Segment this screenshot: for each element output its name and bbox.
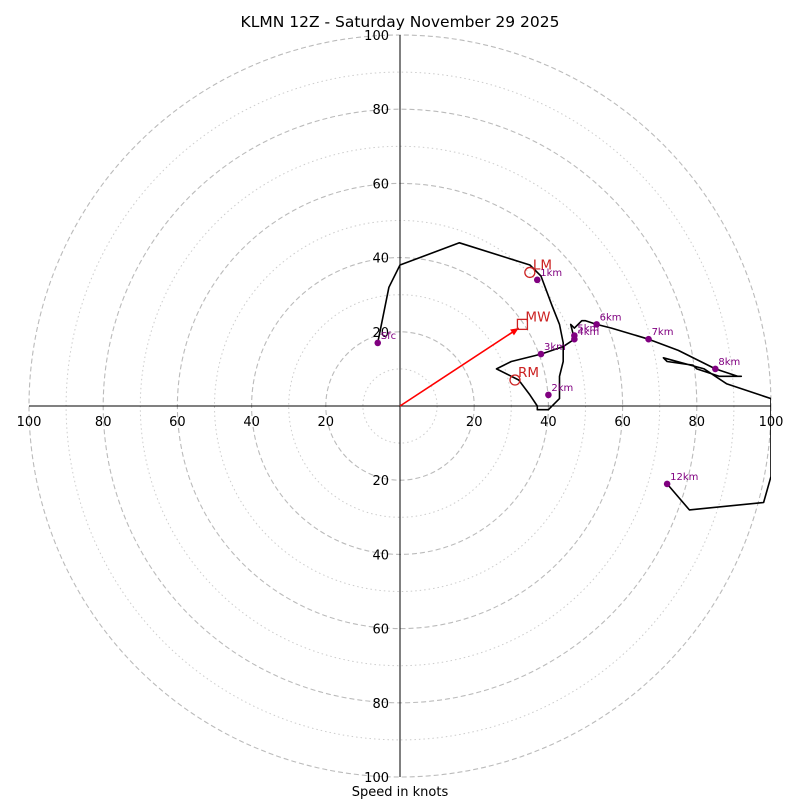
mean-wind-vector-line bbox=[399, 327, 520, 407]
mean-wind-vector-arrowhead bbox=[510, 328, 519, 336]
y-tick-label-bottom: 80 bbox=[372, 697, 389, 712]
height-marker-label: 8km bbox=[718, 357, 740, 368]
height-marker-dot bbox=[645, 335, 652, 343]
storm-marker-square bbox=[516, 318, 529, 331]
mean-wind-vector bbox=[399, 327, 520, 407]
storm-motion-markers: LM MW RM bbox=[509, 257, 552, 386]
wind-trace-line bbox=[376, 242, 771, 511]
wind-trace bbox=[376, 242, 771, 511]
x-tick-label-right: 20 bbox=[466, 415, 483, 430]
height-marker-dot bbox=[712, 365, 719, 373]
height-marker-label: Sfc bbox=[381, 331, 396, 342]
y-tick-label-top: 60 bbox=[372, 177, 389, 192]
height-marker-label: 1km bbox=[540, 268, 562, 279]
y-tick-label-top: 100 bbox=[364, 29, 389, 44]
storm-marker-label: LM bbox=[533, 257, 552, 273]
x-tick-label-left: 40 bbox=[243, 415, 260, 430]
height-marker-label: 5km bbox=[577, 324, 599, 335]
height-marker-dot bbox=[533, 276, 541, 284]
height-marker-dot bbox=[571, 332, 578, 339]
x-tick-label-left: 60 bbox=[169, 415, 186, 430]
x-tick-label-right: 60 bbox=[614, 415, 631, 430]
storm-marker-label: MW bbox=[525, 309, 550, 325]
storm-marker-circle bbox=[509, 374, 521, 386]
y-tick-label-bottom: 60 bbox=[372, 623, 389, 638]
height-marker-label: 2km bbox=[551, 383, 573, 394]
height-marker-label: 4km bbox=[577, 327, 599, 338]
x-tick-label-right: 40 bbox=[540, 415, 557, 430]
height-marker-label: 7km bbox=[652, 327, 674, 338]
height-marker-label: 6km bbox=[600, 312, 622, 323]
x-tick-label-left: 100 bbox=[17, 415, 42, 430]
storm-marker-circle bbox=[524, 266, 536, 279]
y-tick-label-top: 80 bbox=[372, 103, 389, 118]
height-marker-dot bbox=[663, 480, 671, 488]
y-tick-label-top: 20 bbox=[372, 326, 389, 341]
x-tick-label-left: 80 bbox=[95, 415, 112, 430]
height-marker-label: 3km bbox=[544, 342, 566, 353]
height-marker-dot bbox=[593, 321, 600, 328]
y-tick-label-bottom: 20 bbox=[372, 474, 389, 489]
height-marker-dot bbox=[545, 391, 552, 399]
x-tick-label-right: 80 bbox=[689, 415, 706, 430]
height-marker-dot bbox=[374, 339, 382, 347]
y-tick-label-bottom: 40 bbox=[372, 548, 389, 563]
height-marker-dot bbox=[537, 350, 545, 358]
y-tick-label-top: 40 bbox=[372, 252, 389, 267]
height-marker-label: 12km bbox=[670, 472, 698, 483]
chart-title: KLMN 12Z - Saturday November 29 2025 bbox=[241, 13, 560, 31]
x-tick-label-left: 20 bbox=[318, 415, 335, 430]
x-axis-label: Speed in knots bbox=[352, 785, 449, 800]
storm-marker-label: RM bbox=[518, 365, 539, 381]
y-tick-label-bottom: 100 bbox=[364, 771, 389, 786]
